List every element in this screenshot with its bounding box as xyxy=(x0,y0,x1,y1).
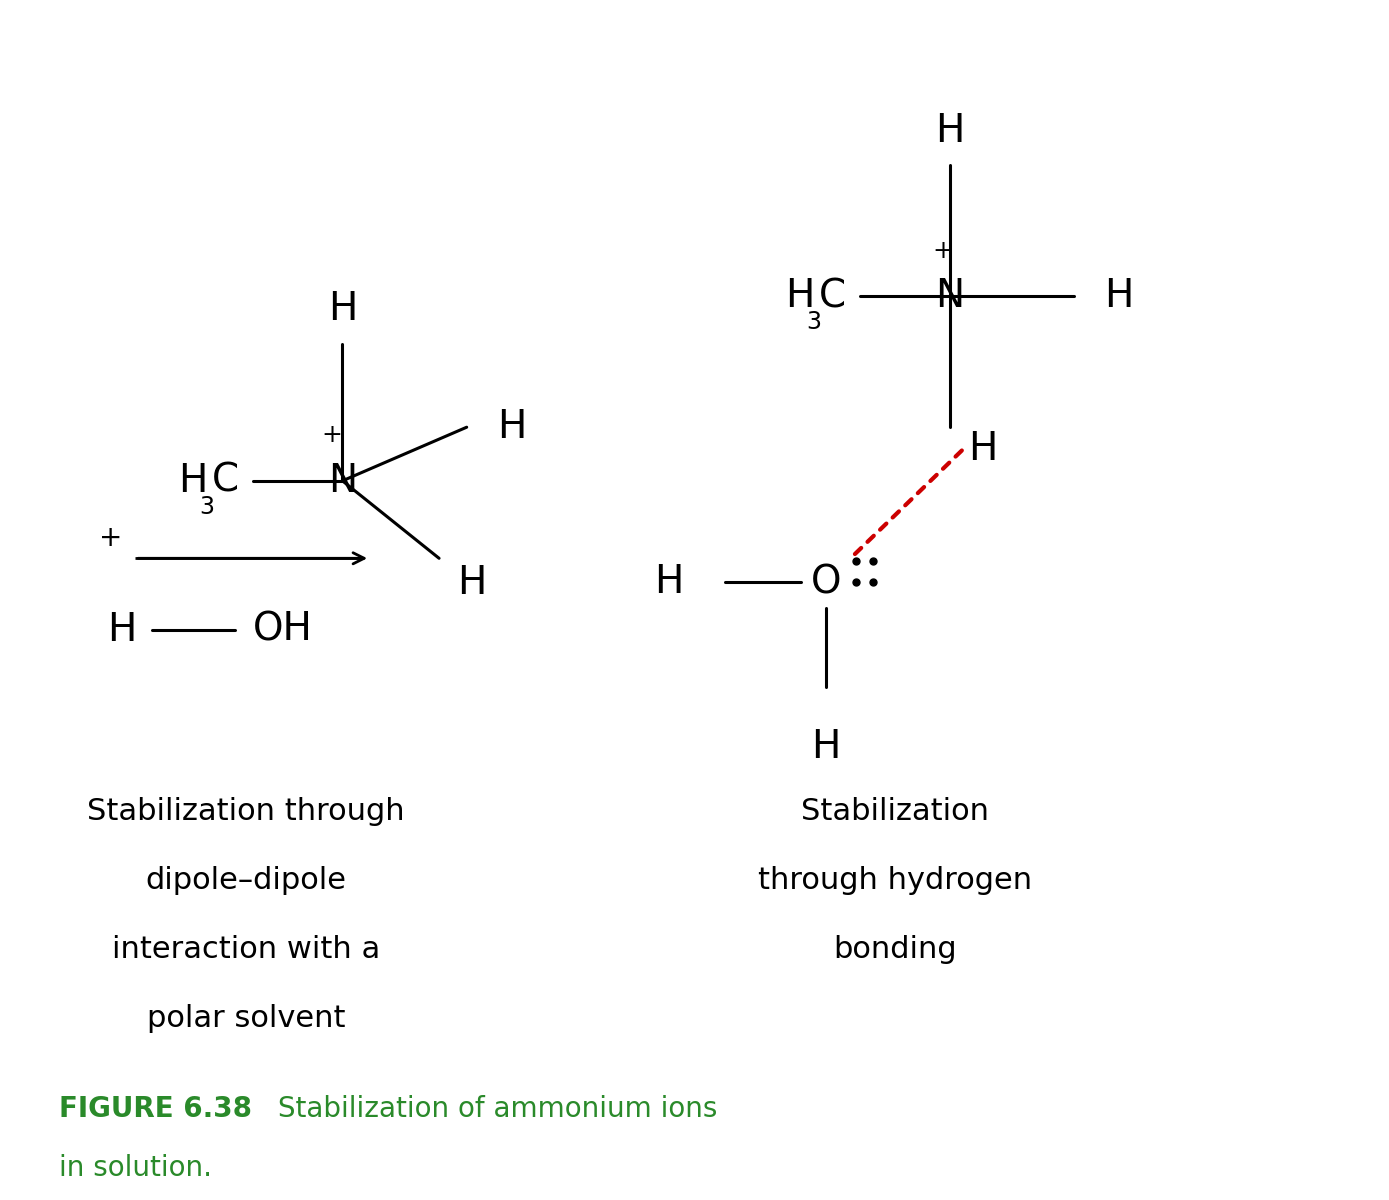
Text: H: H xyxy=(1104,277,1133,316)
Text: bonding: bonding xyxy=(833,935,957,964)
Text: H: H xyxy=(811,727,840,766)
Text: H: H xyxy=(654,563,683,601)
Text: H: H xyxy=(328,290,357,329)
Text: +: + xyxy=(932,239,953,263)
Text: N: N xyxy=(328,462,357,500)
Text: C: C xyxy=(211,462,239,500)
Text: H: H xyxy=(968,430,997,468)
Text: H: H xyxy=(457,564,486,602)
Text: C: C xyxy=(820,277,846,316)
Text: polar solvent: polar solvent xyxy=(146,1004,344,1033)
Text: Stabilization: Stabilization xyxy=(800,797,989,826)
Text: +: + xyxy=(99,524,122,552)
Text: H: H xyxy=(935,112,964,150)
Text: through hydrogen: through hydrogen xyxy=(757,865,1032,895)
Text: Stabilization through: Stabilization through xyxy=(88,797,404,826)
Text: N: N xyxy=(935,277,964,316)
Text: H: H xyxy=(107,611,136,649)
Text: dipole–dipole: dipole–dipole xyxy=(146,865,346,895)
Text: H: H xyxy=(785,277,814,316)
Text: in solution.: in solution. xyxy=(60,1154,213,1182)
Text: OH: OH xyxy=(253,611,313,649)
Text: H: H xyxy=(178,462,207,500)
Text: 3: 3 xyxy=(807,311,821,335)
Text: FIGURE 6.38: FIGURE 6.38 xyxy=(60,1094,253,1122)
Text: O: O xyxy=(810,563,840,601)
Text: +: + xyxy=(321,424,342,448)
Text: Stabilization of ammonium ions: Stabilization of ammonium ions xyxy=(269,1094,718,1122)
Text: interaction with a: interaction with a xyxy=(111,935,381,964)
Text: 3: 3 xyxy=(199,496,214,520)
Text: H: H xyxy=(497,408,526,446)
